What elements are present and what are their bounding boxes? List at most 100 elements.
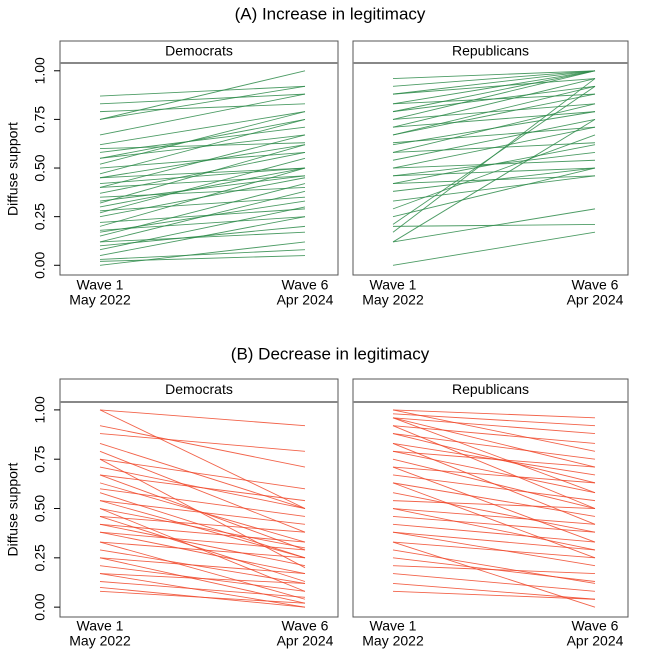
trajectory [392, 590, 596, 600]
trajectory [99, 500, 306, 559]
y-tick-label: 0.75 [32, 106, 48, 133]
trajectory [99, 208, 306, 223]
x-tick-label: Wave 6 [282, 618, 329, 634]
trajectory [392, 425, 596, 444]
trajectory [99, 425, 306, 468]
section-title: (B) Decrease in legitimacy [231, 344, 430, 363]
trajectory [99, 541, 306, 600]
trajectory [99, 175, 306, 188]
trajectory [99, 157, 306, 214]
trajectory [392, 111, 596, 128]
trajectory [392, 126, 596, 144]
trajectory [99, 433, 306, 452]
trajectory [99, 458, 306, 490]
trajectory [392, 409, 596, 419]
trajectory [392, 523, 596, 543]
y-tick-label: 0.25 [32, 203, 48, 230]
trajectory [392, 425, 596, 509]
x-tick-label: Wave 1 [370, 277, 417, 293]
trajectory [392, 433, 596, 484]
trajectory [99, 225, 306, 247]
trajectory [99, 573, 306, 584]
y-tick-label: 1.00 [32, 396, 48, 423]
trajectory [99, 531, 306, 575]
trajectory [392, 111, 596, 146]
trajectory [99, 515, 306, 582]
trajectory [392, 508, 596, 551]
trajectory [99, 187, 306, 198]
trajectory [392, 167, 596, 218]
trajectory [99, 508, 306, 549]
trajectory [99, 152, 306, 169]
trajectory [99, 93, 306, 136]
trajectory [99, 255, 306, 262]
trajectory [392, 573, 596, 592]
trajectory [99, 144, 306, 204]
trajectory [392, 70, 596, 120]
trajectory [99, 590, 306, 604]
trajectory [99, 196, 306, 212]
trajectory [99, 144, 306, 179]
trajectory [392, 70, 596, 80]
trajectory [99, 531, 306, 551]
trajectory [392, 500, 596, 509]
trajectory [392, 508, 596, 525]
trajectory [392, 70, 596, 95]
x-tick-label: Wave 1 [370, 618, 417, 634]
trajectory [392, 541, 596, 559]
trajectory [392, 231, 596, 266]
trajectory [99, 549, 306, 584]
trajectory [99, 557, 306, 575]
trajectory [392, 482, 596, 517]
trajectory [99, 93, 306, 105]
trajectory [392, 70, 596, 105]
trajectory [99, 541, 306, 559]
y-tick-label: 0.00 [32, 593, 48, 620]
trajectory [99, 442, 306, 509]
trajectory [392, 466, 596, 484]
panel-label: Democrats [165, 381, 233, 397]
y-tick-label: 0.00 [32, 251, 48, 278]
trajectory [99, 557, 306, 604]
trajectory [392, 450, 596, 468]
trajectory [99, 142, 306, 150]
trajectory [99, 85, 306, 97]
y-tick-label: 0.75 [32, 445, 48, 472]
trajectory [392, 142, 596, 153]
x-tick-label: Wave 1 [77, 277, 124, 293]
trajectory [99, 523, 306, 567]
y-tick-label: 0.50 [32, 154, 48, 181]
trajectory [392, 565, 596, 575]
x-tick-sublabel: May 2022 [69, 292, 131, 308]
trajectory [392, 78, 596, 128]
trajectory [99, 474, 306, 502]
trajectory [392, 433, 596, 460]
x-tick-sublabel: Apr 2024 [277, 633, 334, 649]
panel-label: Republicans [452, 43, 529, 59]
trajectory [99, 177, 306, 218]
trajectory [392, 413, 596, 427]
trajectory [99, 200, 306, 233]
trajectory [392, 118, 596, 161]
trajectory [99, 111, 306, 165]
x-tick-label: Wave 1 [77, 618, 124, 634]
trajectory [99, 70, 306, 120]
trajectory [392, 159, 596, 169]
trajectory [392, 134, 596, 210]
trajectory [392, 583, 596, 600]
trajectory [392, 515, 596, 533]
trajectory [99, 249, 306, 260]
trajectory [392, 175, 596, 185]
trajectory [99, 126, 306, 153]
trajectory [392, 93, 596, 136]
trajectory [99, 175, 306, 202]
section-title: (A) Increase in legitimacy [235, 4, 426, 23]
trajectory [99, 231, 306, 243]
trajectory [392, 409, 596, 452]
x-tick-sublabel: May 2022 [362, 633, 424, 649]
trajectory [99, 241, 306, 266]
y-axis-label: Diffuse support [5, 122, 21, 216]
y-axis-label: Diffuse support [5, 462, 21, 556]
x-tick-label: Wave 6 [282, 277, 329, 293]
trajectory [392, 531, 596, 551]
